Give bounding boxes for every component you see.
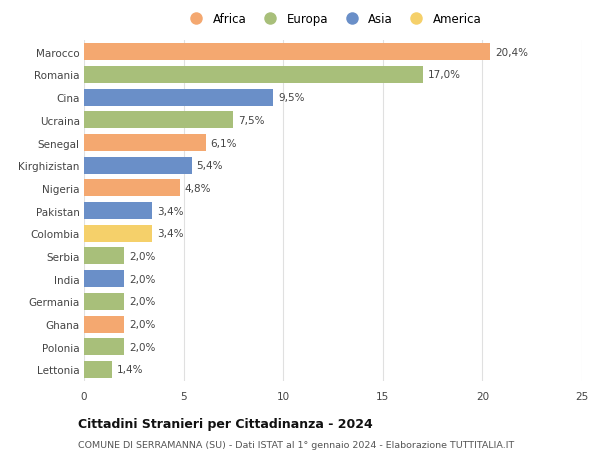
Bar	[84, 270, 124, 287]
Bar	[84, 90, 273, 106]
Text: COMUNE DI SERRAMANNA (SU) - Dati ISTAT al 1° gennaio 2024 - Elaborazione TUTTITA: COMUNE DI SERRAMANNA (SU) - Dati ISTAT a…	[78, 441, 514, 449]
Text: 4,8%: 4,8%	[185, 184, 211, 194]
Text: 5,4%: 5,4%	[197, 161, 223, 171]
Bar	[84, 316, 124, 333]
Bar	[84, 338, 124, 355]
Text: 2,0%: 2,0%	[129, 252, 155, 262]
Bar	[84, 248, 124, 265]
Text: 2,0%: 2,0%	[129, 297, 155, 307]
Bar	[84, 293, 124, 310]
Bar	[84, 112, 233, 129]
Text: 2,0%: 2,0%	[129, 319, 155, 330]
Text: 2,0%: 2,0%	[129, 342, 155, 352]
Bar	[84, 203, 152, 219]
Text: 20,4%: 20,4%	[496, 48, 529, 58]
Legend: Africa, Europa, Asia, America: Africa, Europa, Asia, America	[184, 13, 482, 26]
Bar	[84, 180, 179, 197]
Bar	[84, 225, 152, 242]
Text: 17,0%: 17,0%	[428, 70, 461, 80]
Text: Cittadini Stranieri per Cittadinanza - 2024: Cittadini Stranieri per Cittadinanza - 2…	[78, 417, 373, 430]
Bar	[84, 135, 206, 151]
Text: 3,4%: 3,4%	[157, 206, 183, 216]
Text: 2,0%: 2,0%	[129, 274, 155, 284]
Bar	[84, 44, 490, 61]
Text: 1,4%: 1,4%	[117, 364, 143, 375]
Bar	[84, 67, 422, 84]
Bar	[84, 157, 191, 174]
Text: 6,1%: 6,1%	[211, 138, 237, 148]
Text: 9,5%: 9,5%	[278, 93, 305, 103]
Text: 7,5%: 7,5%	[238, 116, 265, 126]
Bar	[84, 361, 112, 378]
Text: 3,4%: 3,4%	[157, 229, 183, 239]
